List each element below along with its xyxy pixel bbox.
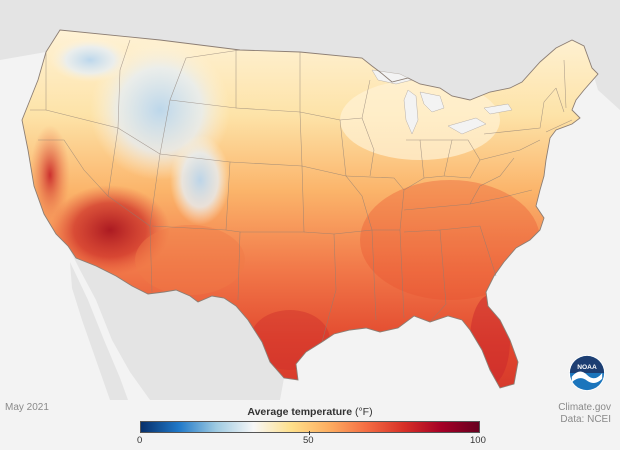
credit-data: Data: NCEI [560,414,611,425]
temperature-map [0,0,620,400]
credits: Climate.gov Data: NCEI [558,402,611,426]
noaa-logo-icon: NOAA [568,354,606,392]
noaa-logo-text: NOAA [577,364,597,371]
legend-color-bar [140,421,480,433]
legend-min-label: 0 [137,435,143,446]
baja-peninsula [70,262,128,400]
credit-source: Climate.gov [558,402,611,413]
legend-max-label: 100 [470,435,486,446]
legend-mid-label: 50 [303,435,314,446]
legend-title-text: Average temperature [247,406,353,418]
mexico-land [68,246,284,400]
map-canvas [0,0,620,400]
canada-land [0,0,620,110]
legend-mid-tick [309,431,310,435]
map-date: May 2021 [5,402,49,413]
state-borders [30,39,573,343]
legend-unit: (°F) [354,406,373,418]
legend-title: Average temperature (°F) [140,406,480,418]
